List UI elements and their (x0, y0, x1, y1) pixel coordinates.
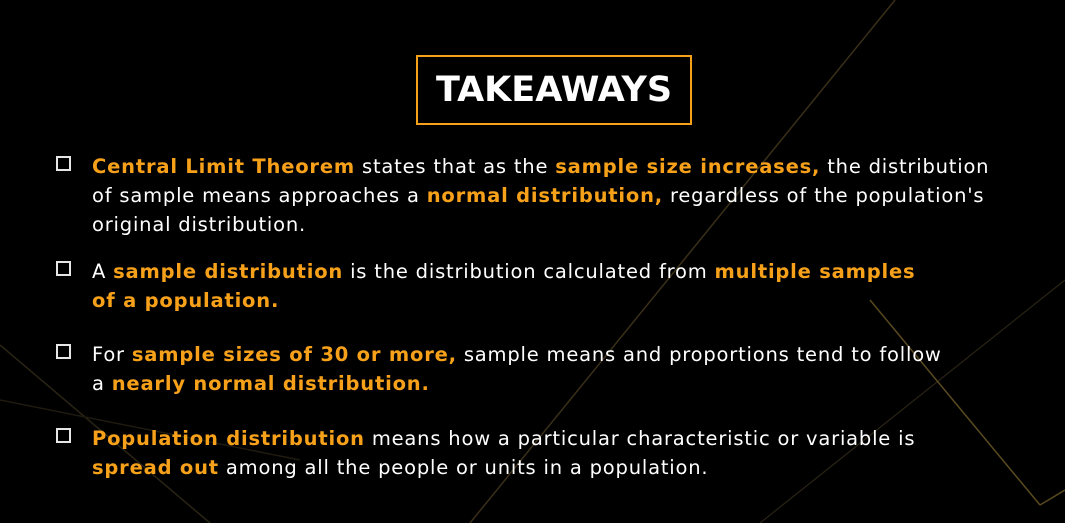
checkbox-icon[interactable] (56, 344, 71, 359)
text-line: a nearly normal distribution. (92, 369, 1042, 398)
body-text: among all the people or units in a popul… (218, 456, 709, 479)
highlight-text: normal distribution, (426, 184, 663, 207)
title-box: TAKEAWAYS (416, 55, 692, 125)
highlight-text: Population distribution (92, 427, 365, 450)
body-text: means how a particular characteristic or… (364, 427, 916, 450)
highlight-text: multiple samples (714, 260, 916, 283)
highlight-text: of a population. (92, 289, 280, 312)
takeaway-text: Population distribution means how a part… (92, 424, 1042, 482)
body-text: of sample means approaches a (92, 184, 427, 207)
body-text: For (92, 343, 132, 366)
body-text: sample means and proportions tend to fol… (456, 343, 942, 366)
text-line: of a population. (92, 286, 1042, 315)
checkbox-icon[interactable] (56, 428, 71, 443)
text-line: For sample sizes of 30 or more, sample m… (92, 340, 1042, 369)
body-text: states that as the (354, 155, 556, 178)
takeaway-text: A sample distribution is the distributio… (92, 257, 1042, 315)
body-text: A (92, 260, 114, 283)
highlight-text: spread out (92, 456, 219, 479)
text-line: spread out among all the people or units… (92, 453, 1042, 482)
body-text: original distribution. (92, 213, 307, 236)
text-line: Central Limit Theorem states that as the… (92, 152, 1042, 181)
text-line: original distribution. (92, 210, 1042, 239)
body-text: a (92, 372, 112, 395)
takeaway-text: Central Limit Theorem states that as the… (92, 152, 1042, 239)
highlight-text: nearly normal distribution. (111, 372, 430, 395)
body-text: regardless of the population's (662, 184, 985, 207)
checkbox-icon[interactable] (56, 156, 71, 171)
checkbox-icon[interactable] (56, 261, 71, 276)
highlight-text: sample sizes of 30 or more, (131, 343, 457, 366)
text-line: of sample means approaches a normal dist… (92, 181, 1042, 210)
text-line: Population distribution means how a part… (92, 424, 1042, 453)
body-text: is the distribution calculated from (343, 260, 715, 283)
highlight-text: Central Limit Theorem (92, 155, 355, 178)
highlight-text: sample distribution (113, 260, 344, 283)
highlight-text: sample size increases, (555, 155, 821, 178)
text-line: A sample distribution is the distributio… (92, 257, 1042, 286)
takeaway-text: For sample sizes of 30 or more, sample m… (92, 340, 1042, 398)
page-title: TAKEAWAYS (435, 70, 673, 110)
body-text: the distribution (820, 155, 990, 178)
